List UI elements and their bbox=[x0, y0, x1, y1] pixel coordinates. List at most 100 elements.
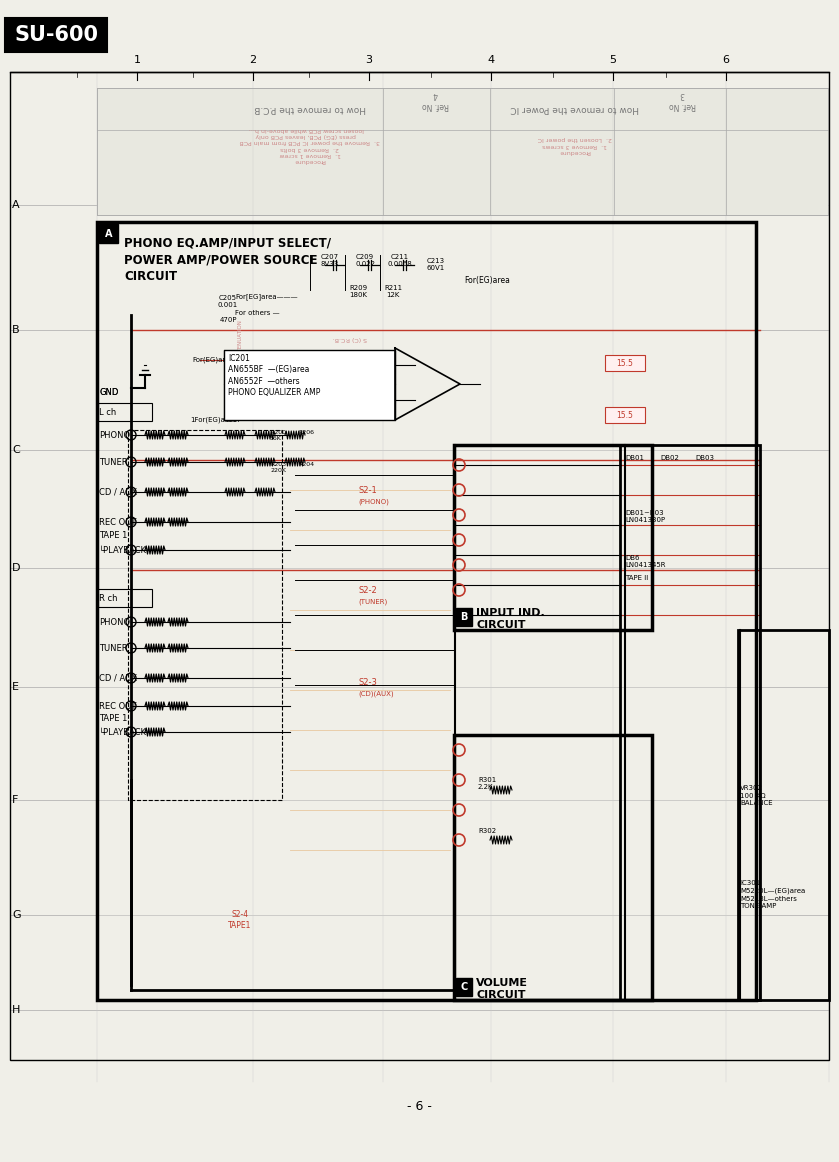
Text: For[EG]area———: For[EG]area——— bbox=[235, 294, 298, 300]
Text: DB02: DB02 bbox=[660, 456, 679, 461]
Text: Ref. No
3: Ref. No 3 bbox=[669, 91, 696, 109]
Bar bbox=[224, 350, 395, 419]
Text: 2: 2 bbox=[249, 55, 257, 65]
Text: R206: R206 bbox=[298, 430, 314, 435]
Text: H: H bbox=[12, 1005, 20, 1014]
Text: REC OUT: REC OUT bbox=[99, 702, 137, 710]
Text: S2-3: S2-3 bbox=[358, 677, 377, 687]
Text: Procedure
1.  Remove 1 screw
2.  Remove 3 bolts
3.  Remove the power IC PCB from: Procedure 1. Remove 1 screw 2. Remove 3 … bbox=[240, 127, 380, 163]
Text: For(EG)area: For(EG)area bbox=[192, 357, 233, 364]
Text: TAPE 1: TAPE 1 bbox=[99, 713, 128, 723]
Text: PHONO: PHONO bbox=[99, 617, 130, 626]
Bar bbox=[605, 356, 645, 371]
Bar bbox=[99, 224, 118, 243]
Text: 15.5: 15.5 bbox=[617, 359, 633, 367]
Text: S2-4
TAPE1: S2-4 TAPE1 bbox=[228, 910, 252, 930]
Text: CD / AUX: CD / AUX bbox=[99, 674, 137, 682]
Text: DB6
LN041345R: DB6 LN041345R bbox=[625, 555, 665, 568]
Bar bbox=[98, 403, 152, 421]
Text: S2-1: S2-1 bbox=[358, 486, 377, 495]
Text: A: A bbox=[105, 229, 112, 238]
Bar bbox=[97, 88, 828, 215]
Text: TAPE 1: TAPE 1 bbox=[99, 531, 128, 539]
Text: - 6 -: - 6 - bbox=[407, 1100, 432, 1113]
Text: C213
60V1: C213 60V1 bbox=[427, 258, 446, 271]
Text: R211
12K: R211 12K bbox=[384, 285, 402, 297]
Bar bbox=[454, 736, 652, 1000]
Text: GND: GND bbox=[99, 387, 118, 396]
Text: IC201
AN655BF  —(EG)area
AN6552F  —others
PHONO EQUALIZER AMP: IC201 AN655BF —(EG)area AN6552F —others … bbox=[228, 354, 320, 397]
Bar bbox=[98, 589, 152, 607]
Text: C203
100P: C203 100P bbox=[224, 410, 242, 423]
Text: C207
8V33: C207 8V33 bbox=[320, 254, 339, 267]
Text: INPUT IND.
CIRCUIT: INPUT IND. CIRCUIT bbox=[476, 608, 545, 631]
Text: SU-600: SU-600 bbox=[14, 26, 98, 45]
Text: B: B bbox=[461, 612, 467, 622]
Text: TUNER: TUNER bbox=[99, 458, 128, 466]
Text: 15.5: 15.5 bbox=[617, 410, 633, 419]
Text: For others —: For others — bbox=[235, 310, 279, 316]
Text: E: E bbox=[12, 682, 19, 693]
Text: ATTENUATION: ATTENUATION bbox=[237, 320, 242, 357]
Text: G: G bbox=[12, 910, 21, 920]
Text: (CD)(AUX): (CD)(AUX) bbox=[358, 690, 393, 697]
Text: C: C bbox=[12, 445, 20, 456]
Bar bbox=[738, 630, 829, 1000]
Text: R ch: R ch bbox=[99, 594, 117, 603]
Text: (TUNER): (TUNER) bbox=[358, 598, 388, 605]
Text: R209
180K: R209 180K bbox=[349, 285, 367, 297]
Text: R301
2.2K: R301 2.2K bbox=[478, 777, 496, 790]
Text: How to remove the P.C.B: How to remove the P.C.B bbox=[254, 103, 366, 113]
Text: R203
220K: R203 220K bbox=[270, 462, 286, 473]
Bar bbox=[620, 445, 760, 1000]
Text: DB01: DB01 bbox=[625, 456, 644, 461]
Text: VOLUME
CIRCUIT: VOLUME CIRCUIT bbox=[476, 978, 528, 1000]
Text: C211
0.0068: C211 0.0068 bbox=[388, 254, 413, 267]
Text: Procedure
1.  Remove 3 screws
2.  Loosen the power IC: Procedure 1. Remove 3 screws 2. Loosen t… bbox=[538, 136, 612, 153]
Text: PHONO EQ.AMP/INPUT SELECT/
POWER AMP/POWER SOURCE
CIRCUIT: PHONO EQ.AMP/INPUT SELECT/ POWER AMP/POW… bbox=[124, 236, 331, 284]
Text: Ref. No
4: Ref. No 4 bbox=[421, 91, 449, 109]
Text: R204: R204 bbox=[298, 462, 314, 467]
Bar bbox=[456, 978, 472, 996]
Text: └PLAYBACK: └PLAYBACK bbox=[99, 727, 147, 737]
Text: C209
0.022: C209 0.022 bbox=[355, 254, 375, 267]
Text: B: B bbox=[12, 325, 19, 335]
Text: IC301
M5220L—(EG)area
M5218L—others
TONE AMP: IC301 M5220L—(EG)area M5218L—others TONE… bbox=[740, 880, 805, 909]
Text: F: F bbox=[12, 795, 18, 805]
Text: How to remove the Power IC: How to remove the Power IC bbox=[511, 103, 639, 113]
Bar bbox=[5, 17, 107, 52]
Text: C204: C204 bbox=[252, 410, 270, 416]
Text: 1: 1 bbox=[133, 55, 140, 65]
Text: S (C) P.C.B.: S (C) P.C.B. bbox=[333, 336, 367, 340]
Text: DB03: DB03 bbox=[695, 456, 714, 461]
Bar bbox=[605, 407, 645, 423]
Text: L ch: L ch bbox=[99, 408, 117, 416]
Text: 4: 4 bbox=[487, 55, 494, 65]
Text: C: C bbox=[461, 982, 467, 992]
Text: D: D bbox=[12, 564, 20, 573]
Text: VR302
100 KΩ
BALANCE: VR302 100 KΩ BALANCE bbox=[740, 786, 773, 806]
Text: CD / AUX: CD / AUX bbox=[99, 488, 137, 496]
Text: S2-2: S2-2 bbox=[358, 586, 377, 595]
Bar bbox=[97, 222, 756, 1000]
Bar bbox=[97, 88, 828, 215]
Bar bbox=[97, 222, 756, 1000]
Bar bbox=[128, 430, 282, 799]
Text: REC OUT: REC OUT bbox=[99, 517, 137, 526]
Text: 1For(EG)area: 1For(EG)area bbox=[190, 417, 236, 423]
Text: For(EG)area: For(EG)area bbox=[464, 275, 510, 285]
Text: R200
56K: R200 56K bbox=[270, 430, 286, 440]
Text: PHONO: PHONO bbox=[99, 430, 130, 439]
Text: C205
0.001: C205 0.001 bbox=[218, 295, 238, 308]
Text: TAPE II: TAPE II bbox=[625, 575, 649, 581]
Text: 470P: 470P bbox=[219, 317, 237, 323]
Bar bbox=[456, 608, 472, 626]
Text: DB01~B03
LN041330P: DB01~B03 LN041330P bbox=[625, 510, 665, 523]
Text: 3: 3 bbox=[366, 55, 373, 65]
Text: GND: GND bbox=[99, 387, 118, 396]
Text: TUNER: TUNER bbox=[99, 644, 128, 653]
Text: (PHONO): (PHONO) bbox=[358, 498, 388, 505]
Bar bbox=[454, 445, 652, 630]
Text: 6: 6 bbox=[722, 55, 729, 65]
Bar bbox=[10, 72, 829, 1060]
